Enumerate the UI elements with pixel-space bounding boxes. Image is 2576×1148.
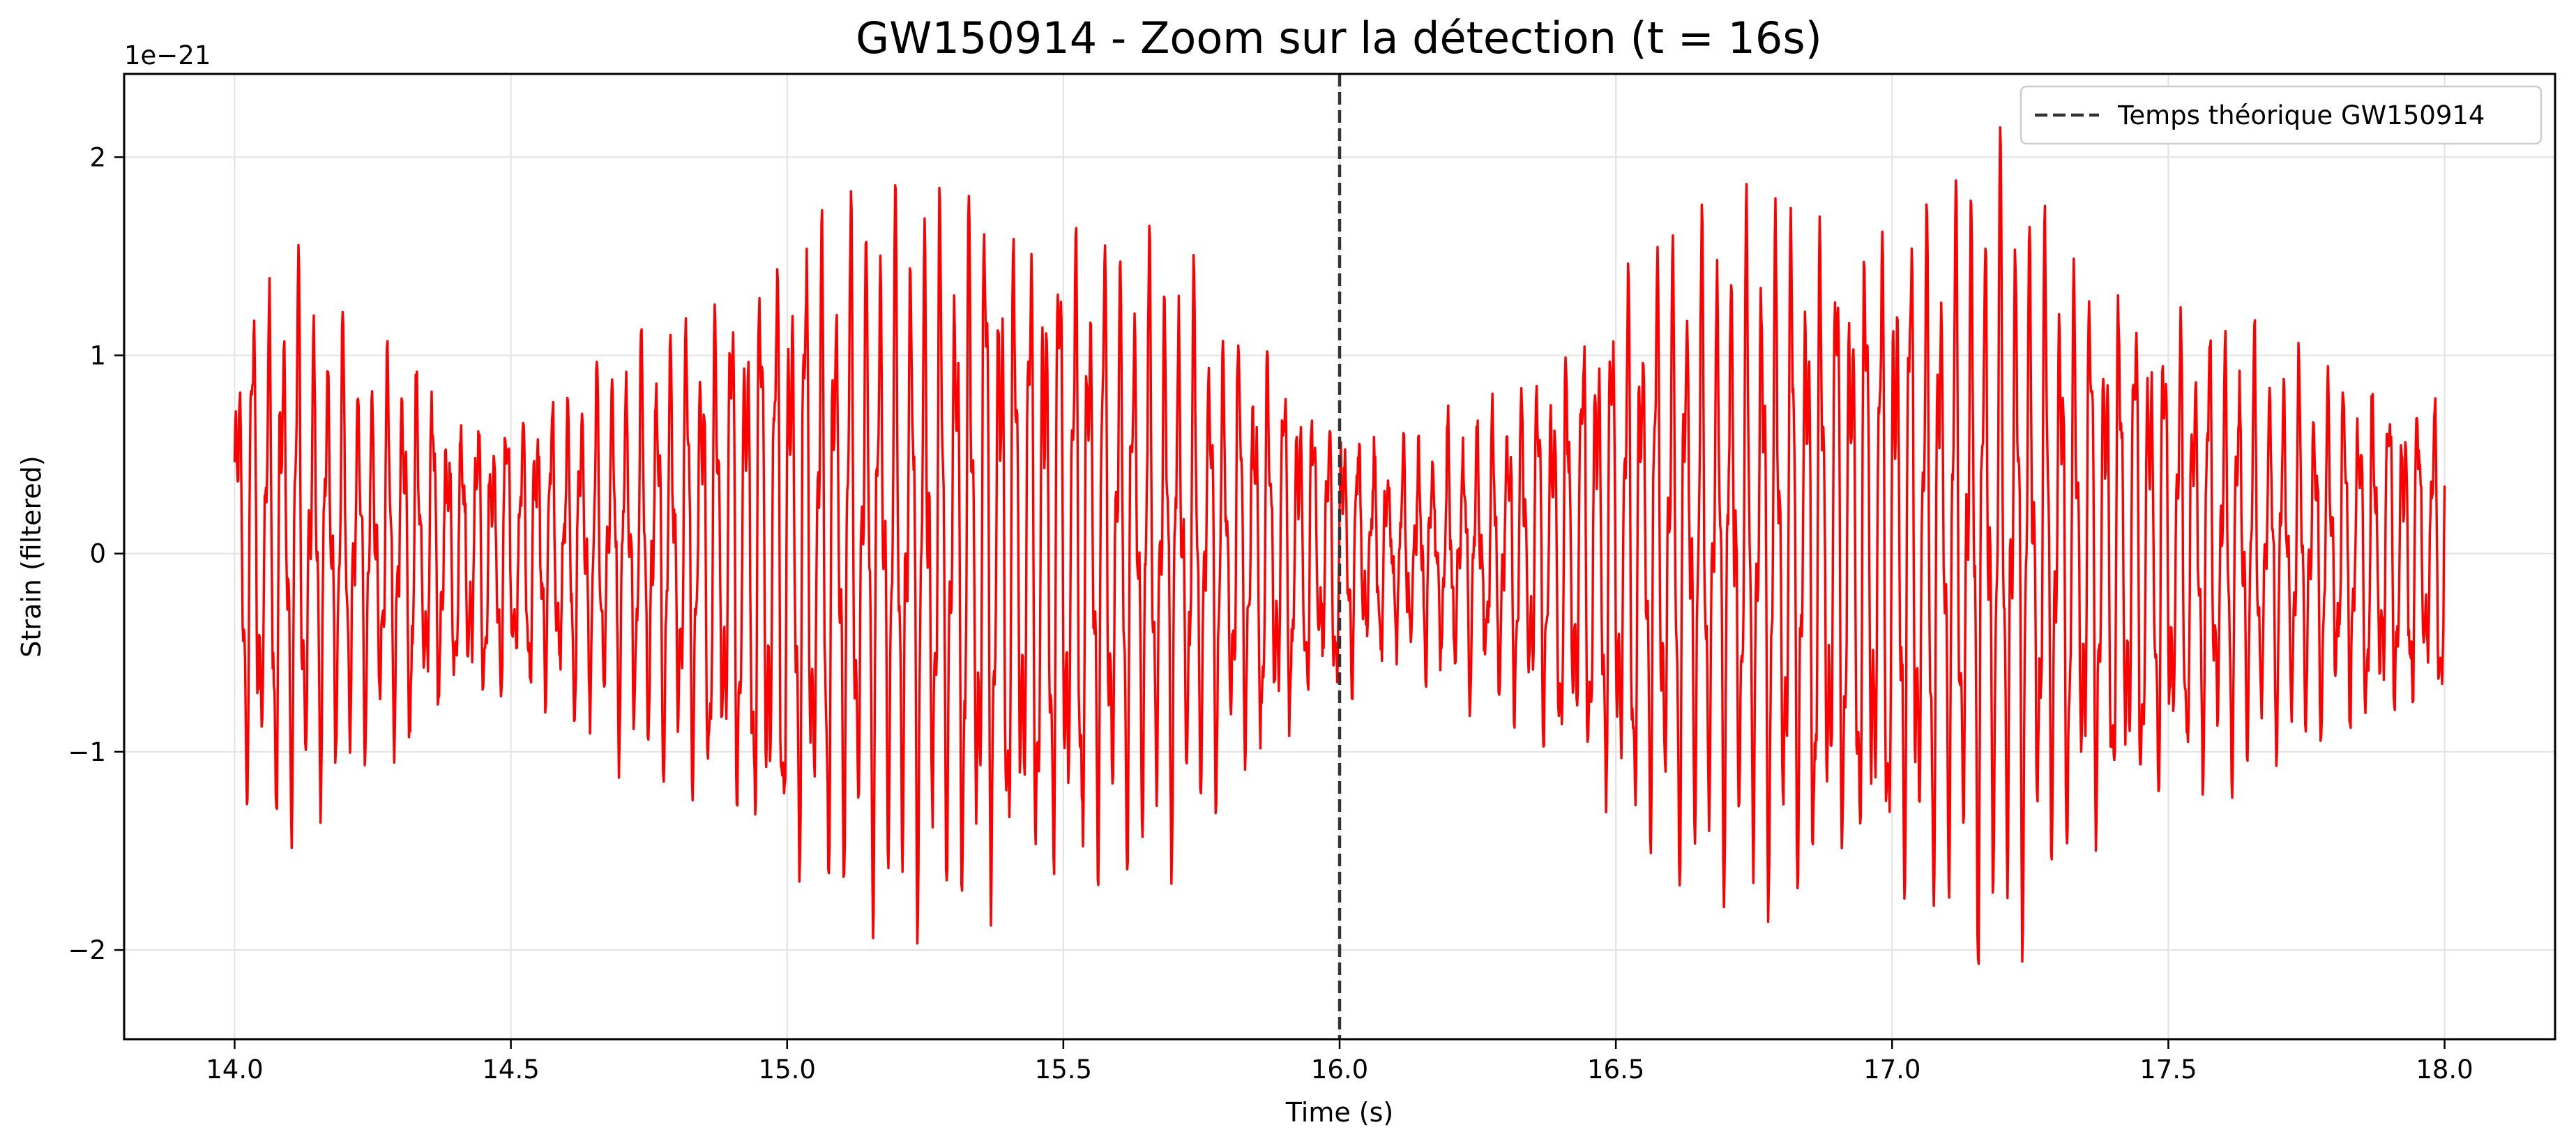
- x-tick-label: 17.5: [2139, 1055, 2197, 1085]
- legend-entry-label: Temps théorique GW150914: [2117, 100, 2485, 130]
- x-axis-ticks: 14.0 14.5 15.0 15.5 16.0 16.5 17.0 17.5 18.0: [206, 1039, 2473, 1085]
- y-axis-label: Strain (filtered): [16, 455, 47, 657]
- y-tick-label: 0: [89, 539, 106, 569]
- x-tick-label: 17.0: [1863, 1055, 1920, 1085]
- legend-box: [2020, 85, 2543, 145]
- y-tick-label: 1: [89, 341, 106, 371]
- y-axis-ticks: −2 −1 0 1 2: [68, 142, 124, 965]
- y-tick-label: −1: [68, 737, 106, 767]
- x-tick-label: 18.0: [2416, 1055, 2473, 1085]
- y-tick-label: −2: [68, 935, 106, 965]
- legend: Temps théorique GW150914: [2020, 85, 2543, 145]
- y-tick-label: 2: [89, 142, 106, 172]
- x-axis-label: Time (s): [1285, 1097, 1394, 1128]
- x-tick-label: 15.5: [1035, 1055, 1092, 1085]
- plot-frame: [123, 73, 2556, 1041]
- x-tick-label: 14.5: [482, 1055, 539, 1085]
- x-tick-label: 16.0: [1311, 1055, 1368, 1085]
- x-tick-label: 15.0: [759, 1055, 816, 1085]
- y-offset-label: 1e−21: [124, 40, 211, 70]
- x-tick-label: 14.0: [206, 1055, 263, 1085]
- chart-title: GW150914 - Zoom sur la détection (t = 16…: [856, 13, 1822, 63]
- x-tick-label: 16.5: [1587, 1055, 1644, 1085]
